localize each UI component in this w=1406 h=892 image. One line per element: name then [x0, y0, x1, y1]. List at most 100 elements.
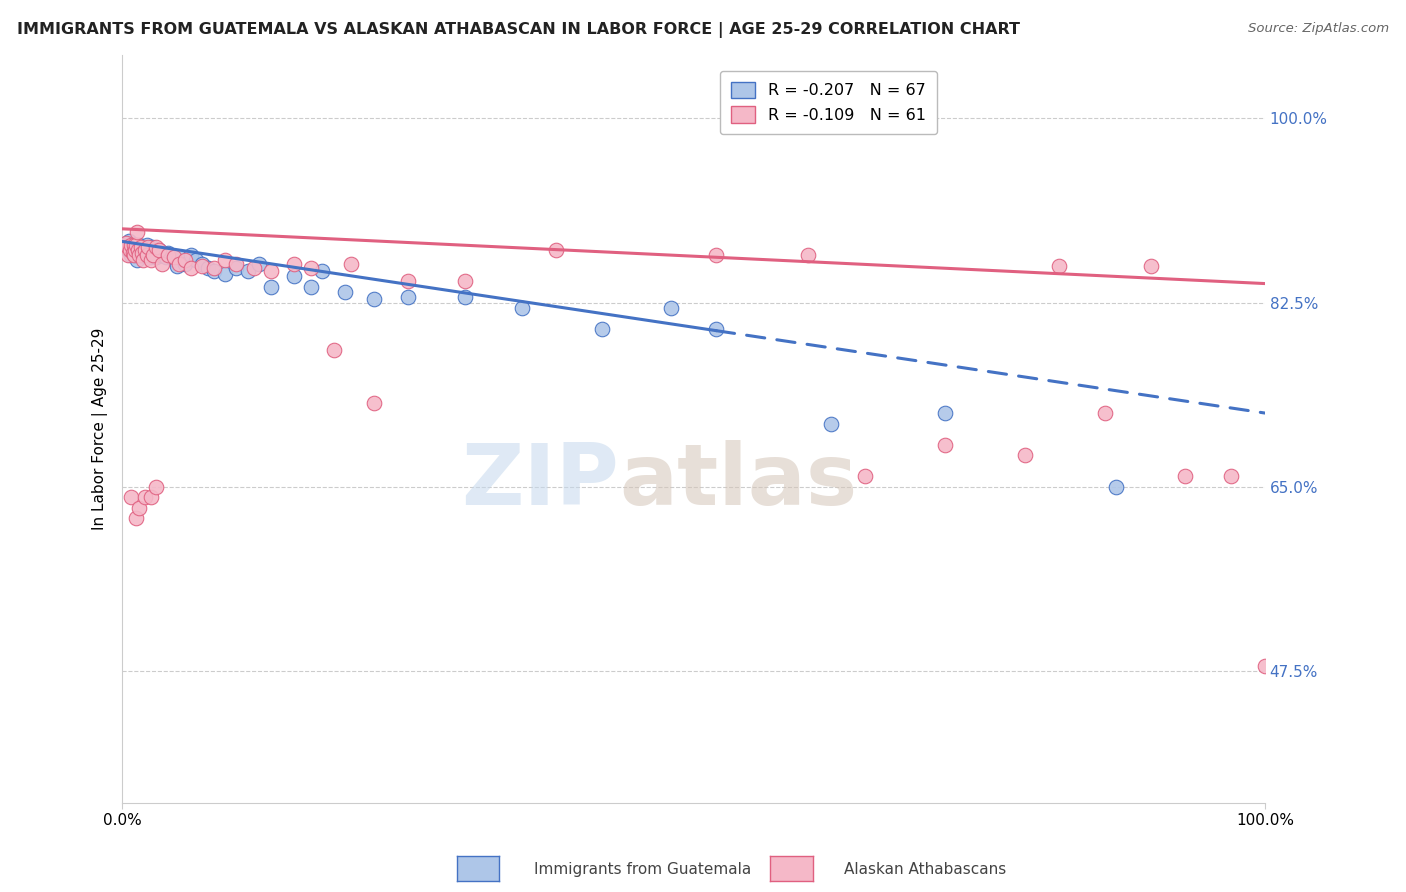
- Point: [166, 259, 188, 273]
- Point: [214, 253, 236, 268]
- Point: [202, 264, 225, 278]
- Text: IMMIGRANTS FROM GUATEMALA VS ALASKAN ATHABASCAN IN LABOR FORCE | AGE 25-29 CORRE: IMMIGRANTS FROM GUATEMALA VS ALASKAN ATH…: [17, 22, 1019, 38]
- Point: [128, 243, 150, 257]
- Point: [1219, 469, 1241, 483]
- Text: ZIP: ZIP: [461, 440, 619, 523]
- Point: [820, 417, 842, 431]
- Point: [128, 248, 150, 262]
- Point: [454, 275, 477, 289]
- Point: [225, 256, 247, 270]
- Point: [115, 235, 138, 250]
- Point: [120, 243, 142, 257]
- Point: [125, 248, 148, 262]
- Point: [242, 260, 264, 275]
- Point: [136, 248, 159, 262]
- Point: [132, 240, 155, 254]
- Point: [135, 248, 157, 262]
- Text: Alaskan Athabascans: Alaskan Athabascans: [844, 863, 1005, 877]
- Point: [120, 490, 142, 504]
- Point: [122, 237, 145, 252]
- Point: [128, 500, 150, 515]
- Point: [141, 240, 163, 254]
- Point: [121, 243, 143, 257]
- Point: [124, 243, 146, 257]
- Text: atlas: atlas: [619, 440, 858, 523]
- Point: [132, 246, 155, 260]
- Point: [118, 235, 141, 249]
- Point: [1094, 406, 1116, 420]
- Point: [159, 248, 181, 262]
- Point: [214, 267, 236, 281]
- Point: [128, 237, 150, 252]
- Point: [299, 279, 322, 293]
- Point: [121, 246, 143, 260]
- Point: [122, 248, 145, 262]
- Point: [142, 248, 165, 262]
- Point: [396, 290, 419, 304]
- Point: [1254, 658, 1277, 673]
- Point: [797, 248, 820, 262]
- Point: [546, 243, 568, 257]
- Point: [363, 293, 385, 307]
- Point: [125, 225, 148, 239]
- Point: [363, 395, 385, 409]
- Point: [180, 248, 202, 262]
- Point: [162, 250, 184, 264]
- Point: [139, 246, 162, 260]
- Point: [145, 250, 167, 264]
- Point: [1174, 469, 1197, 483]
- Point: [125, 237, 148, 252]
- Point: [260, 264, 283, 278]
- Point: [299, 260, 322, 275]
- Point: [155, 250, 177, 264]
- Point: [122, 248, 145, 262]
- Point: [120, 237, 142, 252]
- Point: [124, 243, 146, 257]
- Point: [169, 250, 191, 264]
- Point: [148, 243, 170, 257]
- Point: [148, 243, 170, 257]
- Point: [114, 240, 136, 254]
- Point: [180, 260, 202, 275]
- Point: [150, 248, 173, 262]
- Point: [152, 246, 174, 260]
- Point: [129, 248, 152, 262]
- Point: [174, 256, 197, 270]
- Point: [706, 248, 728, 262]
- Point: [134, 243, 156, 257]
- Point: [142, 243, 165, 257]
- Point: [934, 437, 956, 451]
- Point: [162, 253, 184, 268]
- Y-axis label: In Labor Force | Age 25-29: In Labor Force | Age 25-29: [93, 327, 108, 530]
- Point: [454, 290, 477, 304]
- Point: [120, 248, 142, 262]
- Point: [236, 264, 259, 278]
- Point: [156, 246, 179, 260]
- Point: [191, 259, 214, 273]
- Text: Immigrants from Guatemala: Immigrants from Guatemala: [534, 863, 752, 877]
- Point: [132, 253, 155, 268]
- Point: [169, 256, 191, 270]
- Point: [591, 322, 613, 336]
- Point: [247, 256, 270, 270]
- Point: [134, 243, 156, 257]
- Point: [122, 237, 145, 252]
- Point: [156, 248, 179, 262]
- Point: [396, 275, 419, 289]
- Point: [129, 240, 152, 254]
- Point: [311, 264, 333, 278]
- Point: [1014, 448, 1036, 462]
- Point: [174, 253, 197, 268]
- Point: [1047, 259, 1070, 273]
- Point: [131, 243, 153, 257]
- Point: [125, 243, 148, 257]
- Point: [138, 250, 160, 264]
- Point: [322, 343, 344, 357]
- Point: [127, 248, 149, 262]
- Point: [115, 240, 138, 254]
- Point: [145, 240, 167, 254]
- Point: [202, 260, 225, 275]
- Point: [283, 256, 305, 270]
- Point: [339, 256, 361, 270]
- Point: [706, 322, 728, 336]
